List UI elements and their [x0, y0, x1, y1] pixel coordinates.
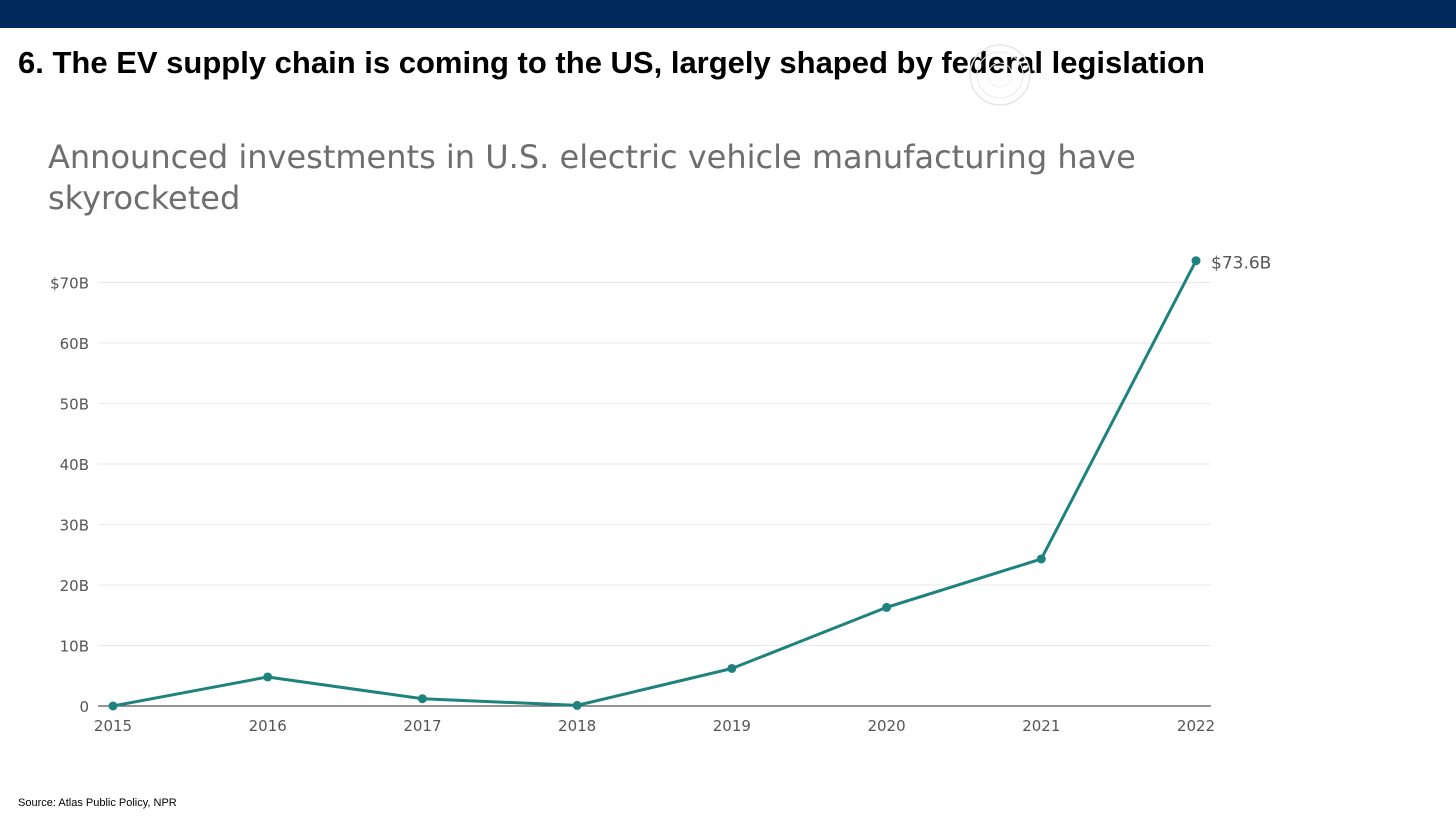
data-points	[108, 256, 1201, 711]
data-point	[263, 672, 273, 682]
seal-watermark-icon	[969, 44, 1031, 106]
x-tick-label: 2015	[94, 717, 132, 735]
data-point	[572, 700, 582, 710]
data-point	[727, 663, 737, 673]
top-band	[0, 0, 1456, 28]
x-tick-label: 2019	[713, 717, 751, 735]
series-line	[111, 259, 1198, 708]
x-tick-label: 2016	[249, 717, 287, 735]
data-labels: $73.6B	[1211, 254, 1271, 274]
data-point	[1036, 554, 1046, 564]
y-tick-label: 10B	[60, 638, 89, 656]
y-tick-label: 60B	[60, 335, 89, 353]
x-tick-label: 2017	[403, 717, 441, 735]
data-point	[1191, 256, 1201, 266]
gridlines	[98, 282, 1211, 646]
y-tick-label: 50B	[60, 396, 89, 414]
x-tick-label: 2021	[1022, 717, 1060, 735]
y-tick-label: 20B	[60, 577, 89, 595]
y-tick-label: 40B	[60, 456, 89, 474]
y-tick-label: 30B	[60, 517, 89, 535]
source-note: Source: Atlas Public Policy, NPR	[18, 797, 177, 809]
data-point	[882, 602, 892, 612]
end-value-label: $73.6B	[1211, 254, 1271, 274]
chart-title: Announced investments in U.S. electric v…	[48, 138, 1136, 217]
series-line-layer	[111, 259, 1198, 708]
data-point	[108, 701, 118, 711]
x-tick-label: 2018	[558, 717, 596, 735]
y-tick-label: 0	[79, 698, 89, 716]
x-tick-label: 2022	[1177, 717, 1215, 735]
x-tick-label: 2020	[867, 717, 905, 735]
axes: 0 10B 20B 30B 40B 50B 60B $70B 2015 2016 2017 2018 2…	[50, 275, 1215, 736]
y-tick-label: $70B	[50, 275, 89, 293]
data-point	[417, 694, 427, 704]
slide-title: 6. The EV supply chain is coming to the …	[18, 45, 1205, 80]
